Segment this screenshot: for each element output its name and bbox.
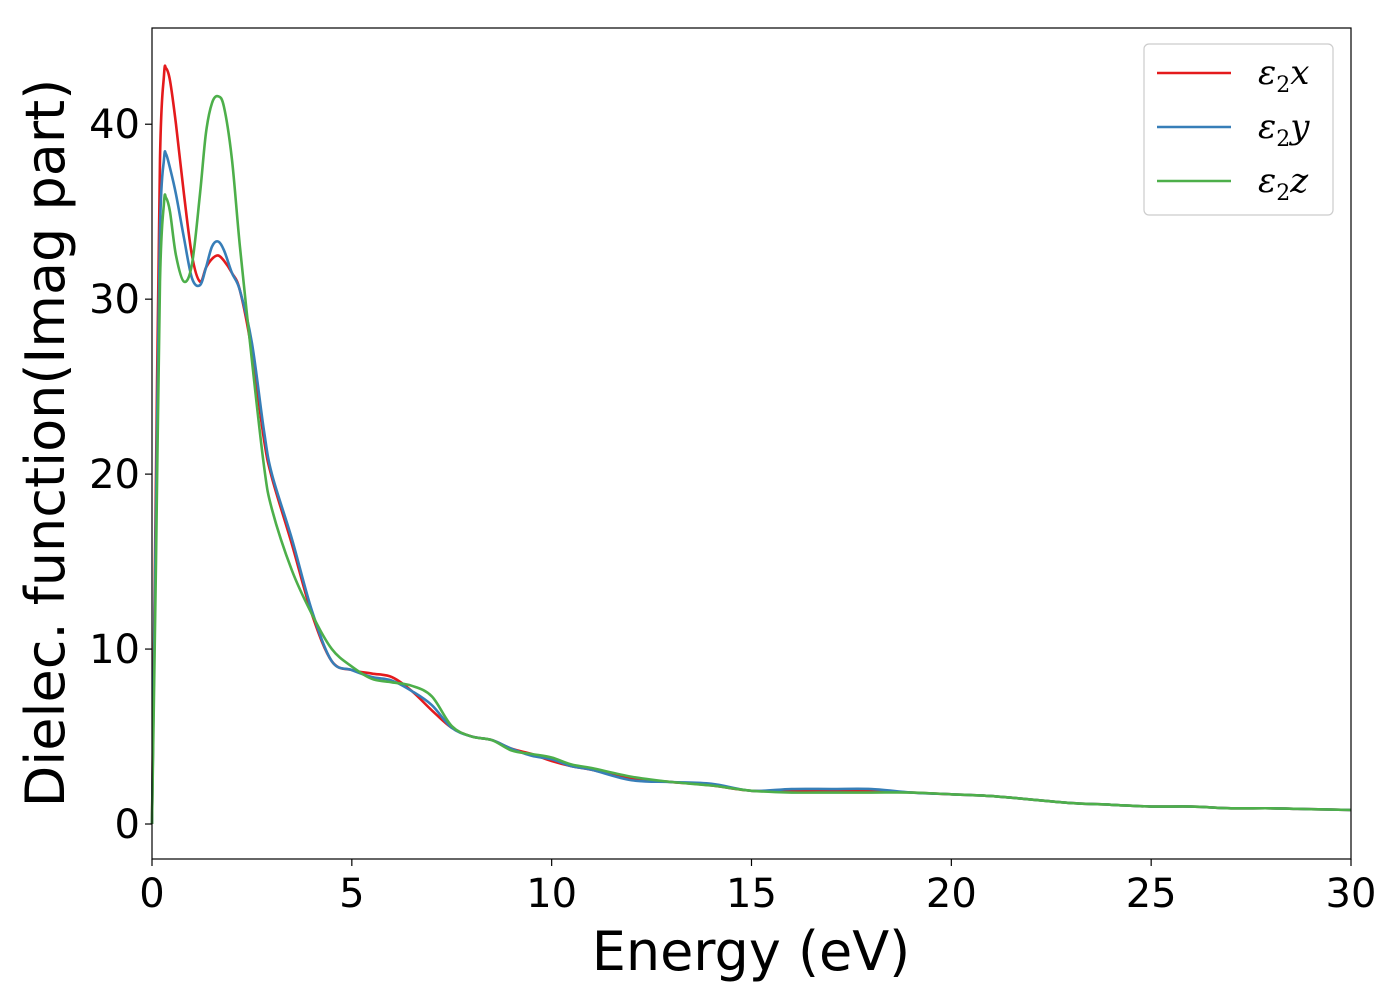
y-tick-label: 40 [89, 102, 140, 148]
y-tick-label: 30 [89, 277, 140, 323]
x-tick-label: 20 [926, 871, 977, 917]
legend-label-z: ε2z [1258, 161, 1309, 206]
legend-box [1143, 43, 1334, 216]
x-tick-label: 5 [339, 871, 364, 917]
legend-label-x: ε2x [1258, 53, 1309, 98]
x-tick-label: 10 [526, 871, 577, 917]
x-tick-label: 25 [1126, 871, 1177, 917]
x-axis-ticks: 0 5 10 15 20 25 30 [139, 859, 1376, 917]
legend: ε2x ε2y ε2z [1143, 43, 1334, 216]
legend-label-y: ε2y [1258, 107, 1310, 152]
series-lines [150, 64, 1352, 825]
series-line-z [150, 94, 1352, 825]
y-tick-label: 0 [115, 802, 140, 848]
y-axis-ticks: 0 10 20 30 40 [89, 102, 152, 848]
x-tick-label: 0 [139, 871, 164, 917]
y-tick-label: 10 [89, 627, 140, 673]
x-tick-label: 30 [1326, 871, 1377, 917]
x-tick-label: 15 [726, 871, 777, 917]
x-axis-label: Energy (eV) [592, 920, 911, 983]
y-axis-label: Dielec. function(Imag part) [14, 79, 77, 808]
y-tick-label: 20 [89, 452, 140, 498]
